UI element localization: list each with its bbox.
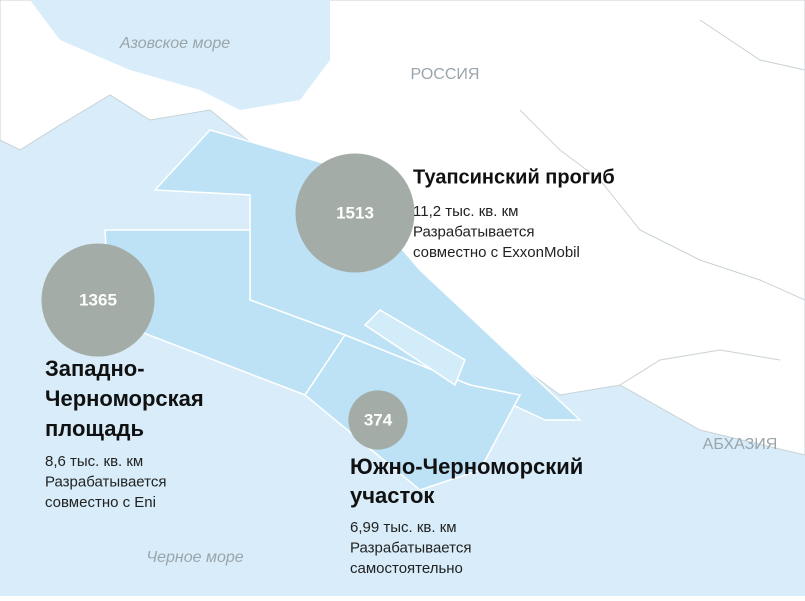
- region-title: Туапсинский прогиб: [413, 166, 615, 188]
- sea-label: Азовское море: [119, 35, 230, 52]
- region-detail: самостоятельно: [350, 560, 463, 577]
- region-title: Западно-: [45, 356, 145, 381]
- region-title: участок: [350, 483, 435, 508]
- bubble: [41, 243, 155, 357]
- azov-sea: [30, 0, 330, 110]
- bubble: [295, 153, 415, 273]
- bubble-value: 374: [364, 410, 393, 429]
- region-title: Черноморская: [45, 386, 204, 411]
- country-label: АБХАЗИЯ: [703, 436, 778, 453]
- region-detail: совместно с ExxonMobil: [413, 244, 580, 261]
- bubble-value: 1365: [79, 290, 117, 309]
- region-detail: 11,2 тыс. кв. км: [413, 203, 518, 220]
- region-detail: 8,6 тыс. кв. км: [45, 453, 143, 470]
- region-detail: Разрабатывается: [45, 473, 166, 490]
- bubble: [348, 390, 408, 450]
- sea-label: Черное море: [146, 549, 243, 566]
- region-detail: Разрабатывается: [413, 223, 534, 240]
- region-title: площадь: [45, 416, 144, 441]
- country-label: РОССИЯ: [411, 66, 480, 83]
- borders: [519, 19, 805, 386]
- region-detail: совместно с Eni: [45, 494, 156, 511]
- region-detail: 6,99 тыс. кв. км: [350, 519, 457, 536]
- region-detail: Разрабатывается: [350, 539, 471, 556]
- bubble-value: 1513: [336, 203, 374, 222]
- license-blocks: [104, 129, 582, 491]
- region-title: Южно-Черноморский: [350, 454, 583, 479]
